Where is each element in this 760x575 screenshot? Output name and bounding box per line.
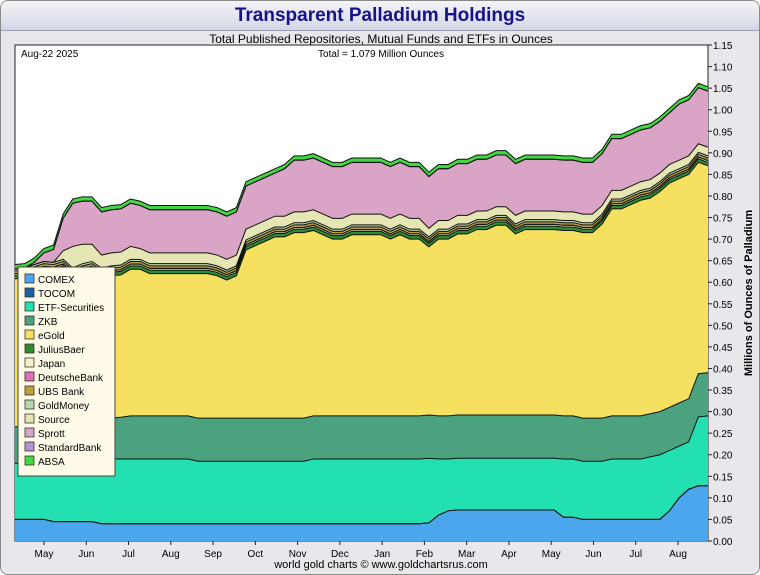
y-tick-label: 0.90 <box>713 149 733 160</box>
legend-label-japan: Japan <box>38 359 65 370</box>
series-edge-absa <box>14 82 709 266</box>
y-tick-label: 0.85 <box>713 170 733 181</box>
series-area-sprott <box>15 87 708 269</box>
x-tick-label: Apr <box>501 549 517 560</box>
series-edge-zkb <box>15 372 709 428</box>
legend-swatch-absa <box>24 455 35 466</box>
series-edge-tocom <box>15 485 708 525</box>
x-tick-label: Sep <box>204 549 222 560</box>
legend-label-absa: ABSA <box>38 457 65 468</box>
legend-swatch-tocom <box>24 287 35 298</box>
legend-label-etf-securities: ETF-Securities <box>38 303 104 314</box>
legend-swatch-standardbank <box>24 441 35 452</box>
date-label: Aug-22 2025 <box>21 49 79 60</box>
y-tick-label: 0.75 <box>713 214 733 225</box>
legend-label-sprott: Sprott <box>38 429 65 440</box>
y-tick-label: 1.00 <box>713 106 733 117</box>
x-tick-label: Jan <box>374 549 390 560</box>
legend: COMEX TOCOM ETF-Securities ZKB eGold JuliusBa… <box>17 266 116 477</box>
y-tick-label: 0.65 <box>713 257 733 268</box>
legend-label-comex: COMEX <box>38 275 75 286</box>
series-edges <box>14 82 709 525</box>
legend-swatch-comex <box>24 273 35 284</box>
y-tick-label: 0.70 <box>713 235 733 246</box>
series-area-comex <box>15 485 708 541</box>
y-axis-label: Millions of Ounces of Palladium <box>743 210 755 376</box>
series-areas <box>15 83 708 541</box>
legend-label-standardbank: StandardBank <box>38 443 102 454</box>
legend-swatch-source <box>24 413 35 424</box>
legend-swatch-juliusbaer <box>24 343 35 354</box>
x-tick-label: Dec <box>331 549 349 560</box>
x-tick-label: Jun <box>78 549 94 560</box>
series-edge-egold <box>14 161 709 281</box>
y-tick-label: 0.20 <box>713 451 733 462</box>
x-tick-label: May <box>542 549 561 560</box>
y-tick-label: 1.10 <box>713 63 733 74</box>
x-tick-label: May <box>35 549 54 560</box>
chart-subtitle: Total Published Repositories, Mutual Fun… <box>209 32 553 46</box>
legend-swatch-etf-securities <box>24 301 35 312</box>
legend-swatch-zkb <box>24 315 35 326</box>
series-edge-deutschebank <box>14 156 709 276</box>
legend-swatch-goldmoney <box>24 399 35 410</box>
series-edge-ubs-bank <box>14 153 709 273</box>
legend-label-egold: eGold <box>38 331 65 342</box>
y-tick-label: 0.55 <box>713 300 733 311</box>
legend-swatch-deutschebank <box>24 371 35 382</box>
x-tick-label: Jul <box>629 549 642 560</box>
series-edge-etf-securities <box>15 415 709 464</box>
total-label: Total = 1.079 Million Ounces <box>318 49 444 60</box>
series-edge-standardbank <box>14 87 709 270</box>
series-area-source <box>15 143 708 271</box>
legend-label-juliusbaer: JuliusBaer <box>38 345 85 356</box>
x-tick-label: Aug <box>162 549 180 560</box>
legend-label-zkb: ZKB <box>38 317 58 328</box>
x-tick-label: Aug <box>669 549 687 560</box>
legend-label-goldmoney: GoldMoney <box>38 401 89 412</box>
y-tick-label: 0.05 <box>713 515 733 526</box>
legend-label-source: Source <box>38 415 70 426</box>
y-tick-label: 1.15 <box>713 41 733 52</box>
x-tick-label: Jul <box>122 549 135 560</box>
chart-title: Transparent Palladium Holdings <box>234 5 526 26</box>
series-area-etf-securities <box>15 415 708 524</box>
x-axis: May Jun Jul Aug Sep Oct Nov Dec Jan Feb Mar Apr May J… <box>35 541 687 560</box>
y-tick-label: 0.30 <box>713 408 733 419</box>
y-tick-label: 0.10 <box>713 494 733 505</box>
x-tick-label: Mar <box>458 549 476 560</box>
series-edge-juliusbaer <box>14 158 709 278</box>
y-tick-label: 0.00 <box>713 537 733 548</box>
legend-swatch-egold <box>24 329 35 340</box>
title-bar: Transparent Palladium Holdings <box>1 1 759 31</box>
y-tick-label: 0.50 <box>713 321 733 332</box>
y-tick-label: 0.95 <box>713 127 733 138</box>
y-tick-label: 0.25 <box>713 429 733 440</box>
legend-swatch-sprott <box>24 427 35 438</box>
series-area-zkb <box>15 372 708 464</box>
x-tick-label: Oct <box>248 549 264 560</box>
series-area-egold <box>15 162 708 427</box>
x-tick-label: Jun <box>585 549 601 560</box>
y-tick-label: 0.40 <box>713 364 733 375</box>
x-tick-label: Nov <box>289 549 307 560</box>
y-axis: 0.00 0.05 0.10 0.15 0.20 0.25 0.30 0.35 0.40 0.45… <box>708 41 733 548</box>
legend-swatch-japan <box>24 357 35 368</box>
y-tick-label: 0.15 <box>713 472 733 483</box>
footer-credit: world gold charts © www.goldchartsrus.co… <box>273 559 488 571</box>
legend-label-tocom: TOCOM <box>38 289 75 300</box>
series-edge-source <box>14 143 709 270</box>
legend-label-deutschebank: DeutscheBank <box>38 373 104 384</box>
y-tick-label: 0.35 <box>713 386 733 397</box>
legend-label-ubs-bank: UBS Bank <box>38 387 85 398</box>
y-tick-label: 0.45 <box>713 343 733 354</box>
y-tick-label: 1.05 <box>713 84 733 95</box>
y-tick-label: 0.60 <box>713 278 733 289</box>
y-tick-label: 0.80 <box>713 192 733 203</box>
x-tick-label: Feb <box>416 549 434 560</box>
series-edge-goldmoney <box>14 151 709 271</box>
legend-swatch-ubs-bank <box>24 385 35 396</box>
